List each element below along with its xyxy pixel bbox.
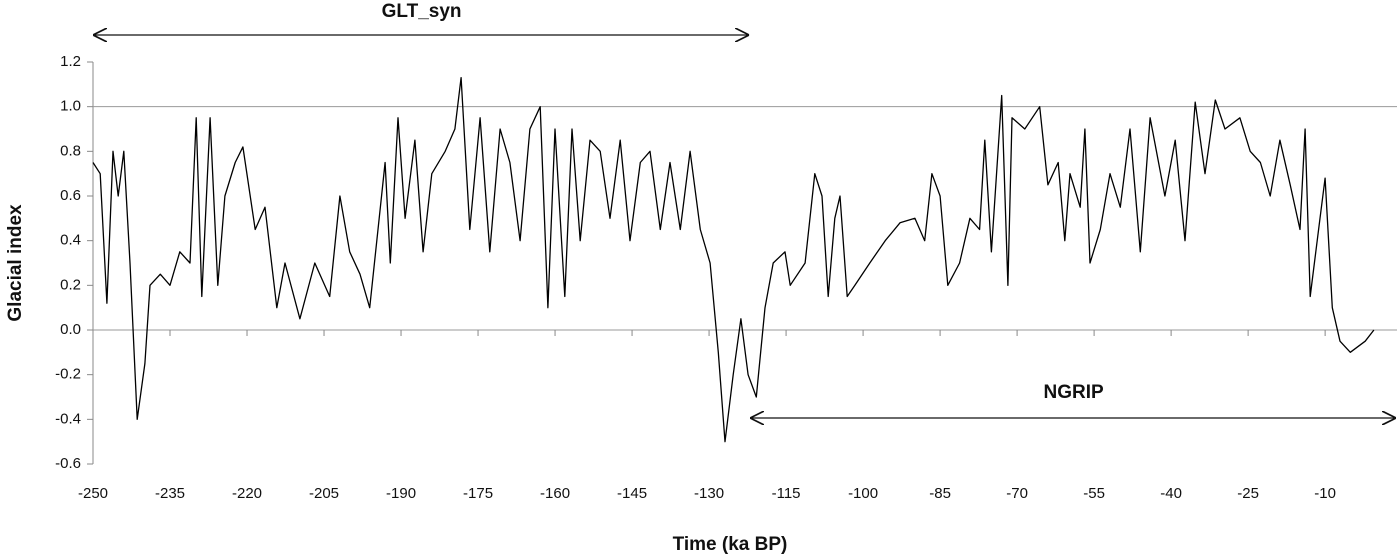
y-tick-label: 0.0 bbox=[60, 321, 81, 338]
x-tick-label: -250 bbox=[78, 485, 108, 502]
y-axis-title: Glacial index bbox=[5, 204, 26, 322]
y-tick-label: -0.4 bbox=[55, 410, 81, 427]
series-line bbox=[92, 76, 1375, 443]
y-tick-label: -0.2 bbox=[55, 366, 81, 383]
y-tick-label: 0.4 bbox=[60, 232, 81, 249]
x-tick-label: -145 bbox=[617, 485, 647, 502]
x-tick-label: -40 bbox=[1160, 485, 1182, 502]
x-tick-label: -70 bbox=[1006, 485, 1028, 502]
x-tick-label: -115 bbox=[772, 485, 801, 502]
x-tick-label: -85 bbox=[929, 485, 951, 502]
x-tick-label: -205 bbox=[309, 485, 339, 502]
x-tick-label: -190 bbox=[386, 485, 416, 502]
x-tick-label: -220 bbox=[232, 485, 262, 502]
x-tick-label: -160 bbox=[540, 485, 570, 502]
y-tick-label: 0.2 bbox=[60, 276, 81, 293]
y-tick-label: 1.2 bbox=[60, 53, 81, 70]
annotation-label: NGRIP bbox=[1043, 382, 1104, 403]
x-tick-label: -235 bbox=[155, 485, 185, 502]
y-tick-label: 0.6 bbox=[60, 187, 81, 204]
x-axis-title: Time (ka BP) bbox=[673, 534, 788, 555]
x-tick-label: -175 bbox=[463, 485, 493, 502]
y-tick-label: 0.8 bbox=[60, 142, 81, 159]
x-tick-label: -55 bbox=[1083, 485, 1105, 502]
x-tick-label: -10 bbox=[1314, 485, 1336, 502]
x-tick-label: -100 bbox=[848, 485, 878, 502]
y-tick-label: 1.0 bbox=[60, 98, 81, 115]
y-tick-label: -0.6 bbox=[55, 455, 81, 472]
annotation-label: GLT_syn bbox=[382, 1, 462, 22]
x-tick-label: -25 bbox=[1237, 485, 1259, 502]
x-tick-label: -130 bbox=[694, 485, 724, 502]
